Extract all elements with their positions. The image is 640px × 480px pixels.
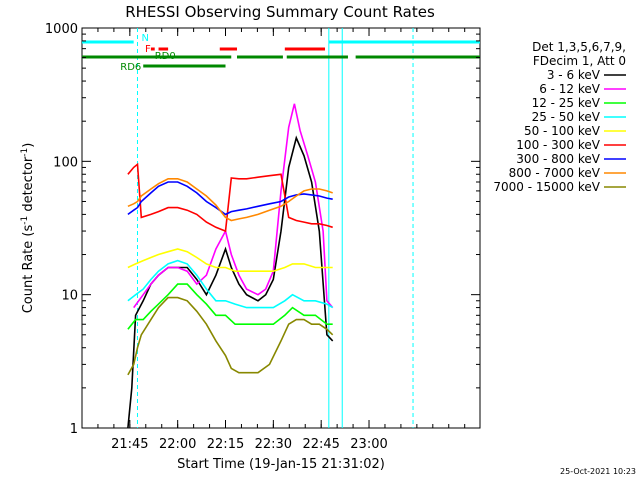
x-tick-label: 22:15 bbox=[207, 437, 244, 452]
x-tick-label: 22:00 bbox=[159, 437, 196, 452]
legend-label: 25 - 50 keV bbox=[532, 110, 601, 124]
x-tick-label: 22:30 bbox=[255, 437, 292, 452]
y-tick-label: 1 bbox=[70, 422, 78, 437]
legend-header: Det 1,3,5,6,7,9, bbox=[532, 40, 626, 54]
series-line bbox=[127, 283, 333, 330]
series-line bbox=[127, 248, 333, 273]
y-axis-label-prefix: Count Rate (s bbox=[21, 225, 36, 314]
legend-label: 300 - 800 keV bbox=[516, 152, 600, 166]
data-layer: NF RD0 RD6 bbox=[82, 28, 480, 429]
legend-header: FDecim 1, Att 0 bbox=[533, 54, 626, 68]
x-axis-label: Start Time (19-Jan-15 21:31:02) bbox=[177, 457, 385, 472]
y-axis-label-suffix: ) bbox=[21, 143, 36, 148]
flag-label: N bbox=[141, 33, 148, 44]
y-tick-label: 100 bbox=[53, 155, 78, 170]
legend-label: 7000 - 15000 keV bbox=[493, 180, 600, 194]
legend: Det 1,3,5,6,7,9,FDecim 1, Att 03 - 6 keV… bbox=[493, 40, 626, 194]
timestamp-stamp: 25-Oct-2021 10:23 bbox=[560, 467, 636, 476]
y-axis-label-exp-2: -1 bbox=[20, 148, 30, 157]
series-line bbox=[127, 259, 334, 309]
chart-title: RHESSI Observing Summary Count Rates bbox=[125, 3, 435, 21]
legend-label: 3 - 6 keV bbox=[547, 68, 601, 82]
x-tick-label: 23:00 bbox=[350, 437, 387, 452]
series-line bbox=[127, 178, 333, 222]
series-line bbox=[127, 181, 333, 216]
series-line bbox=[127, 162, 333, 233]
y-axis-label-mid: detector bbox=[21, 156, 36, 216]
legend-label: 12 - 25 keV bbox=[532, 96, 601, 110]
series-line bbox=[127, 296, 334, 376]
x-axis: 21:45 22:00 22:15 22:30 22:45 23:00 bbox=[81, 28, 466, 452]
flag-label: F bbox=[145, 44, 151, 55]
series-line bbox=[133, 103, 334, 309]
legend-label: 6 - 12 keV bbox=[539, 82, 601, 96]
x-tick-label: 21:45 bbox=[111, 437, 148, 452]
y-axis-label: Count Rate (s-1 detector-1) bbox=[20, 143, 36, 314]
legend-label: 800 - 7000 keV bbox=[509, 166, 601, 180]
legend-label: 50 - 100 keV bbox=[524, 124, 601, 138]
plot-frame bbox=[81, 27, 481, 429]
flag-label: RD0 bbox=[155, 51, 176, 62]
flag-label: RD6 bbox=[120, 62, 141, 73]
y-axis-label-exp: -1 bbox=[20, 216, 30, 225]
y-tick-label: 1000 bbox=[45, 22, 78, 37]
y-axis: 1 10 100 1000 bbox=[45, 22, 480, 437]
x-tick-label: 22:45 bbox=[302, 437, 339, 452]
legend-label: 100 - 300 keV bbox=[516, 138, 600, 152]
y-tick-label: 10 bbox=[61, 289, 78, 304]
